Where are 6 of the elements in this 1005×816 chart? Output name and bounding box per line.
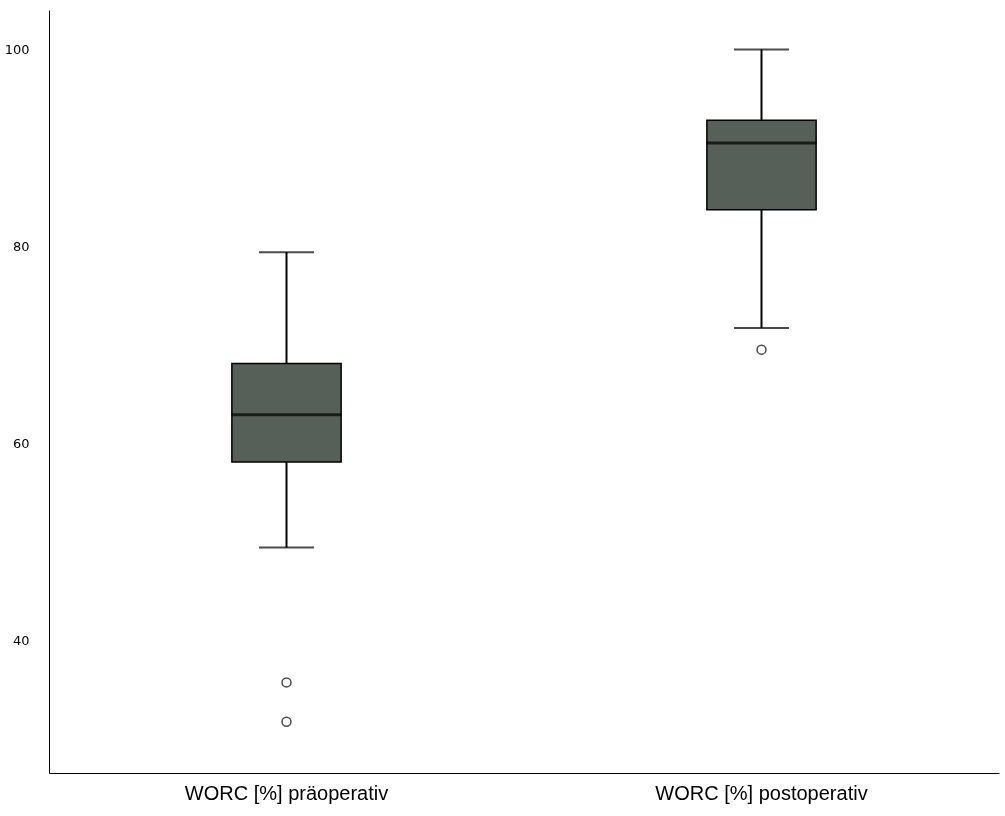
x-tick-label: WORC [%] präoperativ: [184, 781, 389, 804]
y-tick-label: 80: [12, 238, 30, 254]
y-tick-label: 40: [12, 632, 30, 648]
x-tick-label: WORC [%] postoperativ: [655, 781, 868, 804]
y-tick-label: 100: [4, 41, 30, 57]
y-tick-label: 60: [12, 435, 30, 451]
